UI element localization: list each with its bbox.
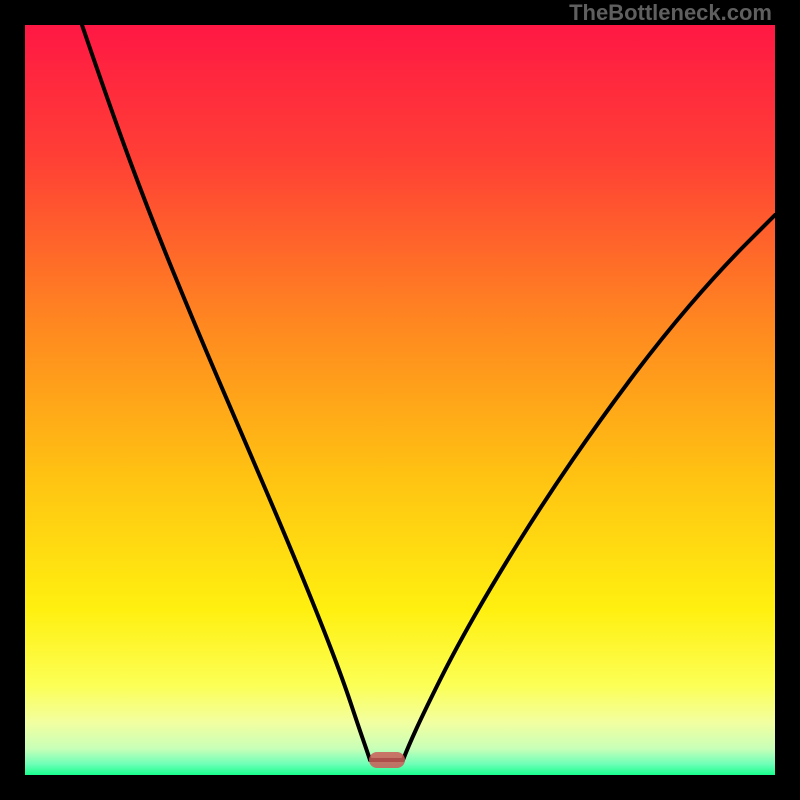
curve-svg — [0, 0, 800, 800]
outer-frame: TheBottleneck.com — [0, 0, 800, 800]
watermark-text: TheBottleneck.com — [569, 0, 772, 26]
curve-right-branch — [403, 215, 775, 760]
notch-pill-marker — [369, 752, 405, 768]
curve-left-branch — [82, 25, 370, 760]
